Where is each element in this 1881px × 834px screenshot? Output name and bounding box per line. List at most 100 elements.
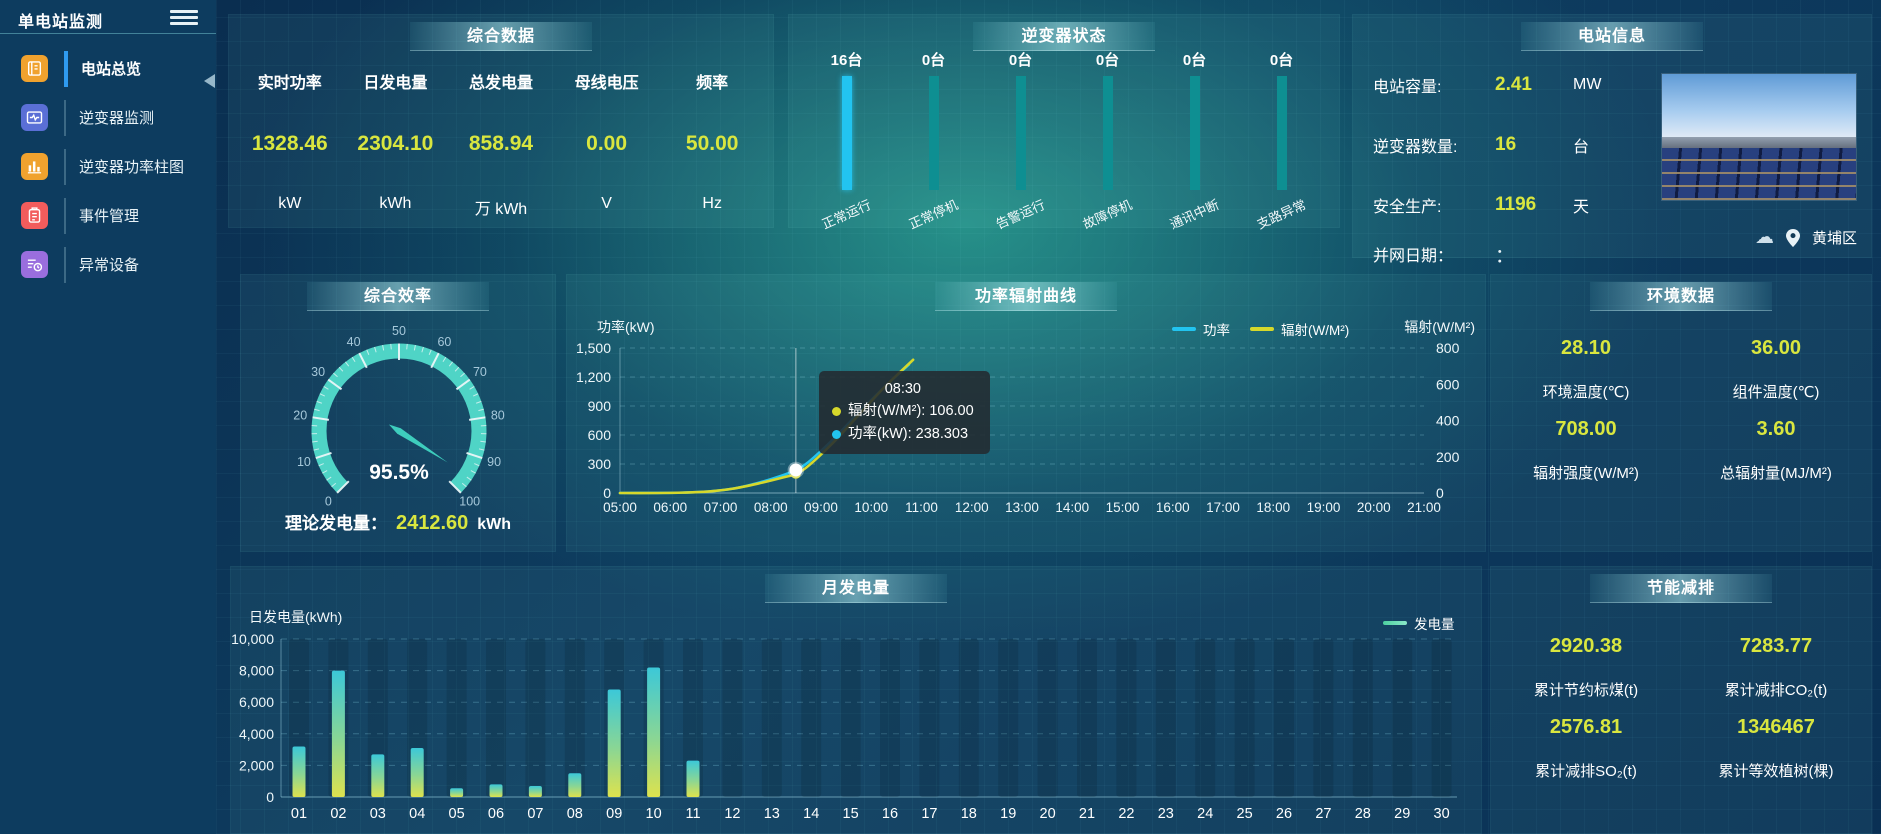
metric-unit: V	[601, 195, 612, 212]
item-accent-bar	[64, 99, 66, 136]
panel-monthly-generation: 月发电量 日发电量(kWh) 发电量 0 2,000 4,000 6,000 8,000…	[230, 566, 1482, 834]
metric-unit: kWh	[379, 195, 412, 212]
svg-text:40: 40	[347, 335, 361, 349]
metric-label: 总发电量	[468, 75, 533, 92]
sidebar-item-event-management[interactable]: 事件管理	[0, 191, 216, 240]
status-label: 支路异常	[1255, 196, 1309, 232]
stat-label: 辐射强度(W/M²)	[1533, 465, 1639, 482]
svg-text:14: 14	[803, 806, 819, 822]
station-info-row: 电站容量: 2.41 MW	[1353, 55, 1673, 115]
svg-text:16:00: 16:00	[1156, 500, 1190, 515]
stat-label: 累计减排SO₂(t)	[1535, 763, 1637, 780]
status-column[interactable]: 16台 正常运行	[804, 49, 890, 232]
svg-text:21: 21	[1079, 806, 1095, 822]
device-clock-icon	[21, 251, 48, 278]
sidebar: 单电站监测 电站总览 逆变器监测 逆变器功率柱图 事件管理 异常设备	[0, 0, 216, 834]
panel-power-radiation-curve: 功率辐射曲线 功率(kW) 辐射(W/M²) 功率 辐射(W/M²) 0 300 6…	[566, 274, 1486, 552]
inverter-status-bars[interactable]: 16台 正常运行 0台 正常停机 0台 告警运行 0台 故障停机 0台 通讯中断 0台 支路异常	[789, 15, 1339, 232]
monthly-generation-chart[interactable]: 0 2,000 4,000 6,000 8,000 10,000 01 02 03 04 05 06 0…	[231, 567, 1483, 834]
legend-item-radiation[interactable]: 辐射(W/M²)	[1250, 319, 1349, 339]
svg-text:60: 60	[437, 335, 451, 349]
summary-metrics: 实时功率 1328.46 kW 日发电量 2304.10 kWh 总发电量 858.94 万 k…	[229, 15, 773, 219]
sidebar-menu: 电站总览逆变器监测 逆变器功率柱图 事件管理 异常设备	[0, 44, 216, 289]
svg-text:08: 08	[567, 806, 583, 822]
row-label: 安全生产:	[1373, 199, 1442, 216]
status-count: 0台	[1008, 52, 1033, 69]
svg-text:15:00: 15:00	[1106, 500, 1140, 515]
power-radiation-chart[interactable]: 0 300 600 900 1,200 1,500 0 200 400 600 800 05:00 06…	[567, 275, 1487, 553]
panel-title: 环境数据	[1590, 282, 1772, 311]
status-label: 告警运行	[994, 196, 1048, 232]
stat-value: 708.00	[1555, 418, 1617, 440]
row-label: 电站容量:	[1373, 79, 1442, 96]
status-column[interactable]: 0台 支路异常	[1239, 49, 1325, 232]
panel-title: 节能减排	[1590, 574, 1772, 603]
status-bar	[841, 76, 852, 190]
svg-text:18:00: 18:00	[1256, 500, 1290, 515]
weather-cloud-icon: ☁	[1754, 227, 1774, 248]
svg-text:400: 400	[1436, 413, 1460, 429]
svg-text:04: 04	[409, 806, 425, 822]
clipboard-icon	[21, 202, 48, 229]
sidebar-collapse-arrow-icon[interactable]	[204, 74, 215, 88]
status-bar	[928, 76, 939, 190]
svg-text:200: 200	[1436, 449, 1460, 465]
summary-metric: 日发电量 2304.10 kWh	[343, 69, 447, 219]
sidebar-item-inverter-monitor[interactable]: 逆变器监测	[0, 93, 216, 142]
stat-value: 7283.77	[1739, 635, 1813, 657]
status-column[interactable]: 0台 故障停机	[1065, 49, 1151, 232]
item-accent-bar	[64, 197, 66, 234]
hamburger-menu-icon[interactable]	[170, 7, 198, 27]
metric-unit: 万 kWh	[474, 201, 528, 218]
legend-item-generation[interactable]: 发电量	[1383, 613, 1455, 633]
efficiency-gauge[interactable]: 0 10 20 30 40 50 60 70 80 90 100 95.5%	[241, 313, 557, 513]
status-column[interactable]: 0台 正常停机	[891, 49, 977, 232]
metric-label: 实时功率	[257, 75, 322, 92]
stat-label: 累计减排CO₂(t)	[1724, 682, 1828, 699]
svg-text:8,000: 8,000	[239, 663, 274, 679]
svg-text:1,200: 1,200	[576, 369, 611, 385]
status-column[interactable]: 0台 通讯中断	[1152, 49, 1238, 232]
svg-text:600: 600	[588, 427, 612, 443]
status-count: 0台	[1182, 52, 1207, 69]
row-unit: 天	[1573, 199, 1590, 216]
row-value: 16	[1495, 134, 1517, 155]
main-content: 综合数据 实时功率 1328.46 kW 日发电量 2304.10 kWh 总发电量 858.…	[216, 0, 1881, 834]
svg-text:600: 600	[1436, 376, 1460, 392]
chart-tooltip: 08:30 辐射(W/M²): 106.00 功率(kW): 238.303	[819, 371, 990, 455]
svg-text:0: 0	[1436, 485, 1444, 501]
sidebar-item-inverter-power-bars[interactable]: 逆变器功率柱图	[0, 142, 216, 191]
svg-text:70: 70	[473, 365, 487, 379]
row-label: 逆变器数量:	[1373, 139, 1458, 156]
sidebar-item-label: 电站总览	[81, 61, 142, 78]
svg-text:05: 05	[449, 806, 465, 822]
svg-text:10: 10	[297, 455, 311, 469]
metric-value: 50.00	[685, 132, 739, 155]
power-dot-icon	[832, 429, 841, 439]
station-info-row: 并网日期： ：	[1353, 235, 1673, 273]
svg-text:11: 11	[685, 806, 700, 822]
summary-metric: 实时功率 1328.46 kW	[238, 69, 342, 219]
svg-text:09: 09	[606, 806, 622, 822]
svg-text:17: 17	[921, 806, 937, 822]
status-column[interactable]: 0台告警运行	[978, 49, 1064, 232]
svg-text:0: 0	[603, 485, 611, 501]
sidebar-item-abnormal-devices[interactable]: 异常设备	[0, 240, 216, 289]
svg-text:95.5%: 95.5%	[369, 461, 429, 484]
row-label: 并网日期：	[1373, 248, 1454, 265]
svg-text:11:00: 11:00	[905, 500, 938, 515]
metric-value: 0.00	[586, 132, 628, 155]
location-label: 黄埔区	[1811, 230, 1857, 247]
sidebar-item-overview[interactable]: 电站总览	[0, 44, 216, 93]
legend-item-power[interactable]: 功率	[1172, 319, 1230, 339]
row-unit: MW	[1573, 76, 1602, 93]
radiation-dot-icon	[832, 407, 841, 417]
svg-text:10:00: 10:00	[854, 500, 888, 515]
stat-value: 2576.81	[1549, 716, 1623, 738]
svg-text:30: 30	[1434, 806, 1450, 822]
generation-swatch	[1383, 621, 1407, 625]
svg-text:19: 19	[1000, 806, 1016, 822]
sidebar-divider	[0, 33, 216, 34]
svg-text:800: 800	[1436, 340, 1460, 356]
